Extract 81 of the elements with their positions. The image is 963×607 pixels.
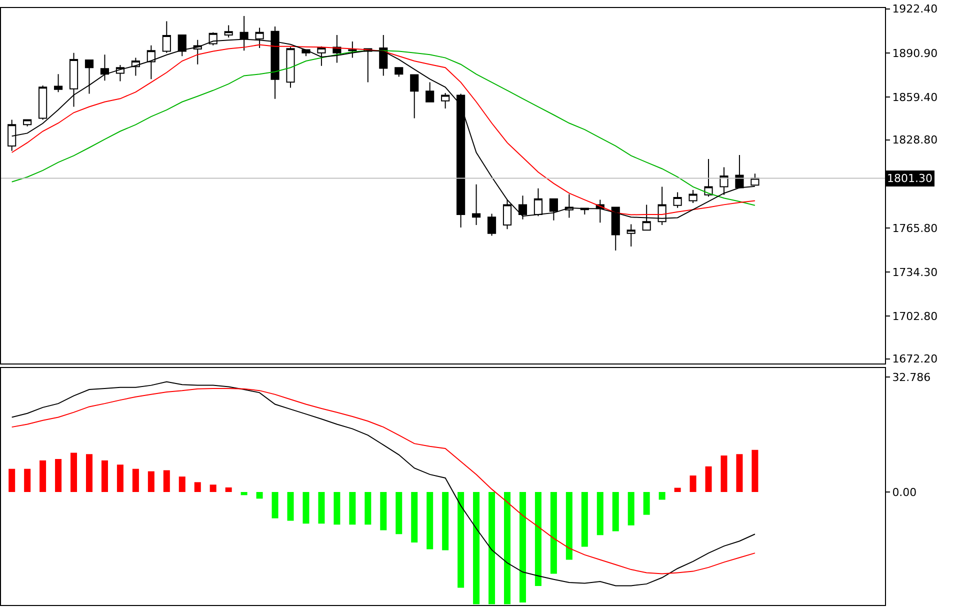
bar bbox=[488, 492, 496, 604]
bar bbox=[210, 484, 216, 492]
candlestick bbox=[704, 158, 713, 198]
bar bbox=[550, 492, 557, 574]
bar bbox=[674, 488, 681, 492]
bar bbox=[396, 492, 402, 534]
ref-line-label: 1801.30 bbox=[887, 172, 932, 185]
y-tick-label: 1672.20 bbox=[892, 352, 938, 366]
bar bbox=[581, 492, 588, 547]
bar bbox=[364, 492, 372, 525]
bar bbox=[132, 468, 139, 492]
bar bbox=[194, 482, 201, 492]
bar bbox=[302, 492, 310, 524]
candlestick bbox=[84, 60, 94, 94]
candlestick bbox=[673, 192, 682, 208]
bar bbox=[318, 492, 325, 524]
y-tick-label: 1702.80 bbox=[892, 310, 938, 323]
candlestick bbox=[472, 184, 481, 226]
bar bbox=[225, 487, 232, 492]
bar bbox=[690, 476, 696, 492]
bar bbox=[70, 452, 78, 492]
bar bbox=[534, 492, 542, 586]
candlestick bbox=[487, 213, 496, 236]
bar bbox=[40, 460, 46, 492]
bar bbox=[148, 471, 154, 492]
bar bbox=[240, 492, 248, 496]
bar bbox=[101, 460, 108, 492]
bar bbox=[163, 470, 170, 492]
bar bbox=[426, 492, 434, 550]
bar bbox=[334, 492, 340, 525]
bar bbox=[349, 492, 356, 525]
bar bbox=[473, 492, 480, 604]
bar bbox=[55, 459, 62, 492]
bar bbox=[504, 492, 510, 604]
bar bbox=[612, 492, 619, 532]
bar bbox=[628, 492, 634, 526]
bar bbox=[8, 468, 16, 492]
y-tick-label: 1765.80 bbox=[892, 222, 938, 235]
candlestick bbox=[720, 166, 728, 196]
candlestick bbox=[146, 44, 156, 80]
candlestick bbox=[38, 85, 48, 120]
candlestick bbox=[286, 46, 295, 88]
candlestick bbox=[688, 190, 698, 204]
y-tick-label: 1922.40 bbox=[892, 2, 938, 16]
bar bbox=[519, 492, 526, 603]
bar bbox=[256, 492, 263, 499]
candlestick bbox=[69, 52, 78, 108]
bar bbox=[596, 492, 604, 536]
bar bbox=[705, 466, 712, 492]
candlestick bbox=[426, 82, 434, 102]
bar bbox=[411, 492, 418, 543]
candlestick bbox=[626, 224, 636, 248]
y-tick-label: 1734.30 bbox=[892, 266, 938, 279]
bar bbox=[736, 454, 743, 492]
bar bbox=[24, 468, 31, 492]
candlestick bbox=[441, 92, 450, 109]
candlestick bbox=[317, 46, 326, 66]
bar bbox=[178, 476, 186, 492]
y-tick-label: 0.00 bbox=[892, 486, 917, 499]
bar bbox=[116, 464, 124, 492]
candlestick bbox=[735, 154, 744, 189]
y-tick-label: 32.786 bbox=[892, 370, 931, 384]
candlestick bbox=[410, 74, 419, 119]
bar bbox=[380, 492, 387, 530]
bar bbox=[643, 492, 650, 515]
bar bbox=[720, 456, 728, 492]
bar bbox=[442, 492, 449, 550]
candlestick bbox=[100, 54, 110, 82]
bar bbox=[86, 454, 92, 492]
candlestick bbox=[224, 24, 233, 38]
bar bbox=[287, 492, 294, 521]
bar bbox=[752, 450, 758, 492]
candlestick bbox=[54, 74, 63, 93]
bar bbox=[272, 492, 278, 518]
bar bbox=[658, 492, 666, 500]
bar bbox=[566, 492, 572, 560]
candlestick bbox=[394, 67, 404, 78]
y-tick-label: 1890.90 bbox=[892, 46, 938, 60]
y-tick-label: 1828.80 bbox=[892, 134, 938, 147]
bar bbox=[458, 492, 464, 588]
y-tick-label: 1859.40 bbox=[892, 90, 938, 104]
